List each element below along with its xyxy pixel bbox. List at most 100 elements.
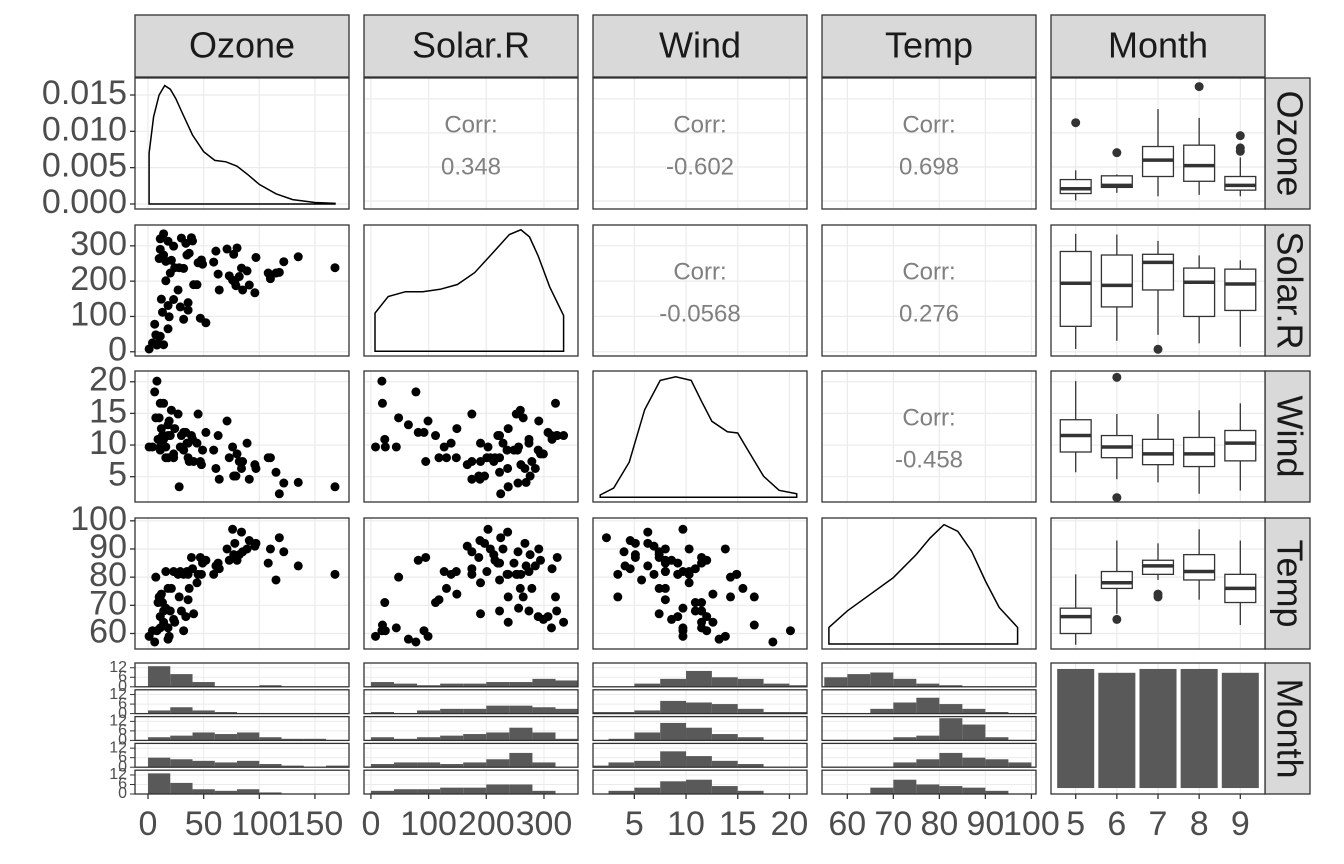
hist-bar	[214, 734, 238, 741]
hist-bar	[893, 737, 917, 741]
hist-bar	[634, 710, 661, 714]
scatter-point	[157, 431, 167, 441]
scatter-point	[151, 330, 161, 340]
scatter-point	[279, 257, 289, 267]
scatter-point	[228, 524, 238, 534]
scatter-point	[527, 583, 537, 593]
scatter-point	[236, 463, 246, 473]
y-tick-label: 0	[118, 678, 127, 695]
scatter-point	[749, 592, 759, 602]
box	[1183, 267, 1216, 318]
corr-label: Corr:	[902, 111, 955, 138]
y-tick-label: 0	[108, 331, 127, 369]
scatter-point	[330, 569, 340, 579]
corr-value: 0.348	[441, 153, 501, 180]
panel	[822, 225, 1036, 356]
panel	[593, 225, 807, 356]
scatter-point	[431, 431, 441, 441]
hist-bar	[192, 682, 215, 687]
hist-bar	[962, 757, 986, 768]
hist-bar	[192, 789, 215, 794]
y-tick-label: 15	[89, 392, 127, 430]
box-outlier	[1153, 589, 1163, 599]
hist-bar	[192, 732, 215, 741]
scatter-point	[371, 631, 381, 641]
scatter-point	[150, 319, 160, 329]
facet-border	[134, 715, 350, 742]
scatter-point	[403, 420, 413, 430]
hist-bar	[192, 760, 215, 768]
box-outlier	[1235, 146, 1245, 156]
hist-bar	[789, 685, 807, 687]
column-strip-label: Solar.R	[412, 25, 530, 66]
scatter-point	[238, 285, 248, 295]
density-curve	[148, 84, 336, 205]
hist-bar	[148, 737, 171, 741]
scatter-point	[156, 294, 166, 304]
hist-bar	[463, 683, 487, 687]
scatter-point	[559, 431, 569, 441]
hist-bar	[939, 786, 963, 794]
hist-bar	[532, 732, 556, 741]
hist-bar	[608, 762, 635, 768]
y-tick-label: 12	[109, 713, 127, 730]
x-tick-label: 70	[874, 805, 912, 843]
scatter-point	[159, 620, 169, 630]
hist-bar	[737, 764, 764, 768]
hist-bar	[303, 738, 327, 741]
scatter-point	[654, 583, 664, 593]
scatter-point	[150, 637, 160, 647]
row-strip-label: Wind	[1269, 395, 1310, 477]
box	[1059, 178, 1092, 195]
hist-bar	[417, 762, 441, 768]
hist-bar	[634, 760, 661, 768]
panel-border	[821, 370, 1037, 503]
scatter-point	[263, 558, 273, 568]
scatter-point	[411, 637, 421, 647]
scatter-point	[391, 623, 401, 633]
scatter-point	[182, 250, 192, 260]
y-tick-label: 0.015	[42, 74, 127, 112]
scatter-point	[330, 482, 340, 492]
scatter-point	[678, 603, 688, 613]
scatter-point	[174, 592, 184, 602]
hist-bar	[660, 751, 687, 768]
scatter-point	[496, 489, 506, 499]
scatter-point	[411, 387, 421, 397]
facet-panel	[135, 689, 349, 714]
scatter-point	[193, 409, 203, 419]
scatter-point	[483, 442, 493, 452]
count-bar	[1221, 672, 1259, 789]
hist-bar	[916, 784, 940, 794]
hist-bar	[737, 790, 764, 794]
scatter-point	[439, 442, 449, 452]
scatter-point	[165, 431, 175, 441]
scatter-point	[441, 453, 451, 463]
scatter-point	[708, 589, 718, 599]
scatter-point	[377, 398, 387, 408]
scatter-point	[195, 552, 205, 562]
scatter-point	[503, 617, 513, 627]
scatter-point	[183, 569, 193, 579]
scatter-point	[524, 438, 534, 448]
column-strip	[134, 14, 350, 78]
hist-bar	[440, 683, 464, 687]
hist-bar	[237, 732, 260, 741]
scatter-point	[250, 288, 260, 298]
panel	[593, 78, 807, 209]
box	[1059, 607, 1092, 635]
y-tick-label: 6	[118, 668, 127, 685]
scatter-point	[271, 575, 281, 585]
hist-bar	[660, 781, 687, 794]
y-tick-label: 0.010	[42, 110, 127, 148]
y-tick-label: 6	[118, 722, 127, 739]
scatter-point	[173, 409, 183, 419]
scatter-point	[403, 634, 413, 644]
density-curve	[599, 376, 798, 499]
box	[1059, 250, 1092, 327]
hist-bar	[281, 738, 304, 741]
scatter-point	[195, 456, 205, 466]
panel	[593, 371, 807, 502]
box	[1224, 268, 1257, 312]
scatter-point	[649, 541, 659, 551]
